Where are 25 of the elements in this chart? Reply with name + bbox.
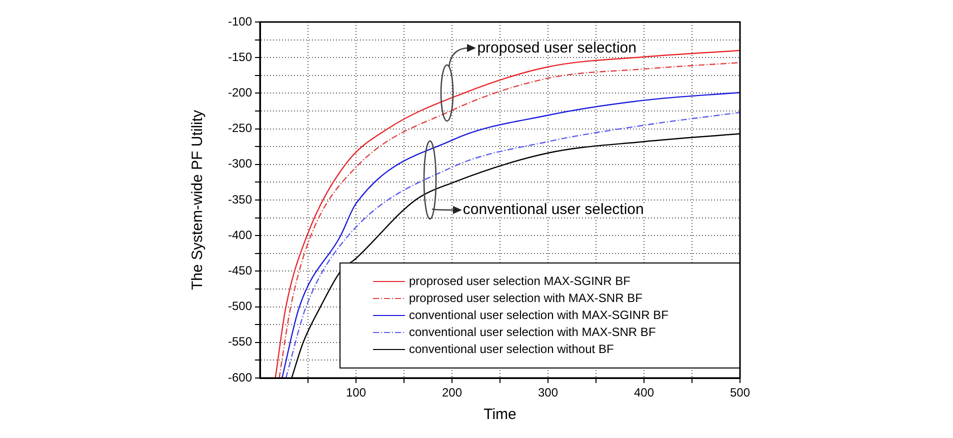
x-tick-label: 300 — [538, 386, 558, 400]
annotation: proposed user selection — [477, 39, 636, 56]
legend-label: proprosed user selection with MAX-SNR BF — [409, 290, 642, 305]
y-tick-label: -550 — [228, 334, 252, 349]
x-axis-title: Time — [484, 406, 516, 424]
legend-label: proprosed user selection MAX-SGINR BF — [409, 274, 630, 288]
legend-label: conventional user selection with MAX-SGINR BF — [409, 308, 668, 322]
y-tick-label: -500 — [228, 299, 252, 314]
y-tick-label: -450 — [228, 264, 252, 278]
annotation: conventional user selection — [462, 201, 644, 218]
y-axis-title: The System-wide PF Utility — [189, 109, 206, 290]
legend-label: conventional user selection with MAX-SNR BF — [409, 324, 656, 339]
y-tick-label: -250 — [228, 121, 252, 136]
y-tick-label: -600 — [228, 370, 252, 384]
legend-label: conventional user selection without BF — [409, 342, 614, 356]
y-tick-label: -200 — [228, 86, 252, 100]
y-tick-label: -350 — [228, 192, 252, 206]
x-tick-label: 100 — [346, 386, 366, 400]
y-tick-label: -100 — [228, 14, 252, 28]
x-tick-label: 400 — [634, 386, 654, 400]
y-tick-label: -400 — [228, 228, 252, 242]
y-tick-label: -150 — [228, 50, 252, 64]
y-tick-label: -300 — [228, 156, 252, 171]
x-tick-label: 200 — [442, 386, 462, 400]
x-tick-label: 500 — [730, 386, 750, 400]
